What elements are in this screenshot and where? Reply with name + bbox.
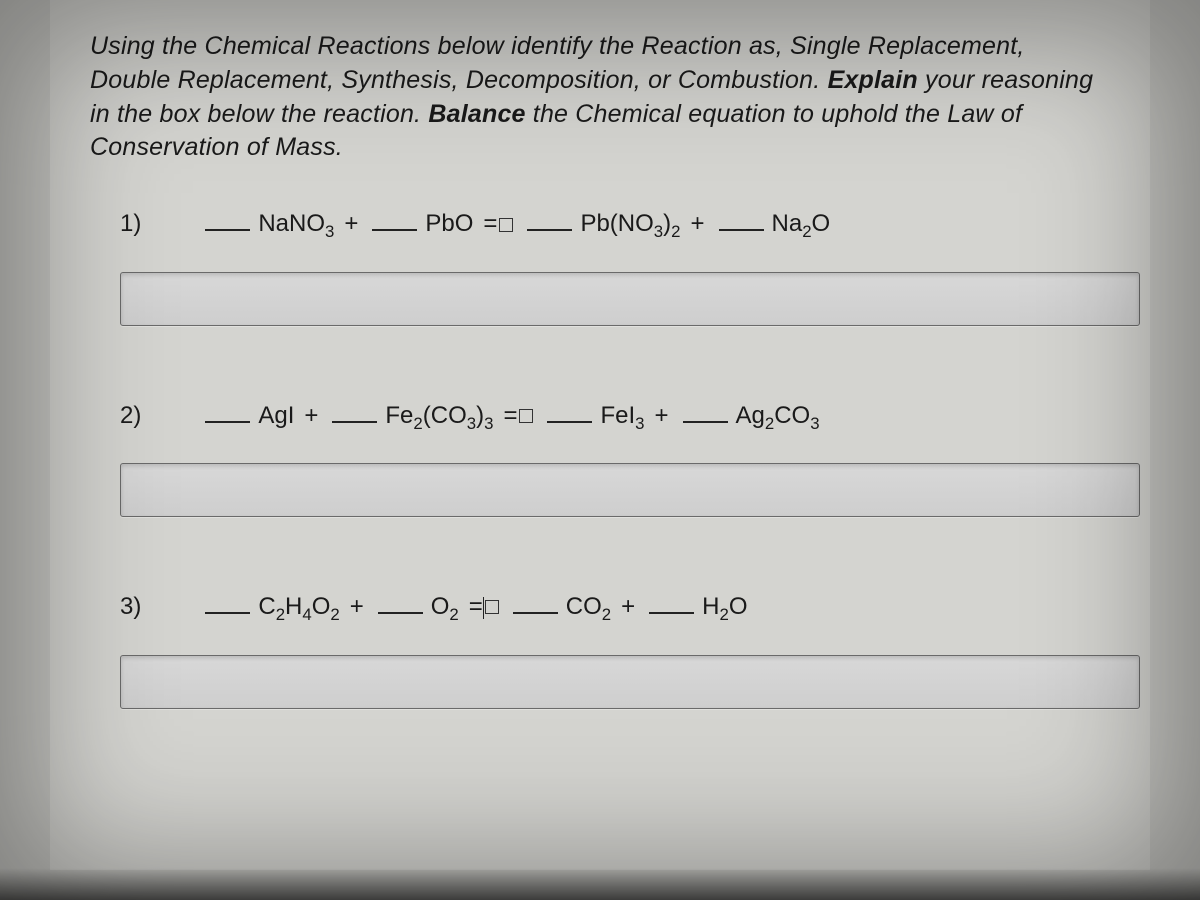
reactant-fe2co33: Fe2(CO3)3 [385, 402, 493, 434]
coefficient-blank[interactable] [547, 396, 592, 422]
instructions-bold-balance: Balance [428, 100, 525, 128]
equals-sign: = [503, 402, 533, 430]
coefficient-blank[interactable] [205, 205, 250, 231]
cursor-box-icon [485, 600, 499, 614]
plus-sign: + [350, 593, 364, 621]
question-1-row: 1) NaNO3 + PbO = Pb(NO3)2 + Na2O [90, 205, 1110, 242]
reactant-o2: O2 [431, 593, 459, 625]
coefficient-blank[interactable] [513, 587, 558, 613]
product-na2o: Na2O [772, 210, 831, 242]
coefficient-blank[interactable] [205, 396, 250, 422]
product-fei3: FeI3 [600, 402, 644, 434]
question-1-number: 1) [120, 210, 141, 238]
bottom-shadow [0, 868, 1200, 900]
reactant-nano3: NaNO3 [258, 210, 334, 242]
plus-sign: + [304, 402, 318, 430]
box-icon [499, 218, 513, 232]
coefficient-blank[interactable] [719, 205, 764, 231]
worksheet-page: Using the Chemical Reactions below ident… [50, 0, 1150, 870]
coefficient-blank[interactable] [649, 587, 694, 613]
question-2-equation: AgI + Fe2(CO3)3 = FeI3 + Ag2CO3 [201, 396, 819, 433]
instructions-bold-explain: Explain [828, 66, 918, 94]
product-h2o: H2O [702, 593, 747, 625]
answer-box-1[interactable] [120, 272, 1140, 326]
question-3-row: 3) C2H4O2 + O2 = CO2 + H2O [90, 587, 1110, 624]
question-1-equation: NaNO3 + PbO = Pb(NO3)2 + Na2O [201, 205, 830, 242]
reactant-agi: AgI [258, 402, 294, 430]
coefficient-blank[interactable] [527, 205, 572, 231]
question-3: 3) C2H4O2 + O2 = CO2 + H2O [90, 587, 1110, 708]
question-1: 1) NaNO3 + PbO = Pb(NO3)2 + Na2O [90, 205, 1110, 326]
coefficient-blank[interactable] [205, 587, 250, 613]
product-ag2co3: Ag2CO3 [736, 402, 820, 434]
coefficient-blank[interactable] [683, 396, 728, 422]
plus-sign: + [690, 210, 704, 238]
question-3-number: 3) [120, 593, 141, 621]
question-2-row: 2) AgI + Fe2(CO3)3 = FeI3 + Ag2CO3 [90, 396, 1110, 433]
product-co2: CO2 [566, 593, 611, 625]
reactant-c2h4o2: C2H4O2 [258, 593, 339, 625]
equals-sign: = [469, 593, 499, 621]
coefficient-blank[interactable] [372, 205, 417, 231]
answer-box-3[interactable] [120, 655, 1140, 709]
product-pbno32: Pb(NO3)2 [580, 210, 680, 242]
question-3-equation: C2H4O2 + O2 = CO2 + H2O [201, 587, 747, 624]
question-2: 2) AgI + Fe2(CO3)3 = FeI3 + Ag2CO3 [90, 396, 1110, 517]
answer-box-2[interactable] [120, 463, 1140, 517]
box-icon [519, 409, 533, 423]
coefficient-blank[interactable] [378, 587, 423, 613]
plus-sign: + [654, 402, 668, 430]
question-2-number: 2) [120, 402, 141, 430]
coefficient-blank[interactable] [332, 396, 377, 422]
reactant-pbo: PbO [425, 210, 473, 238]
instructions-text: Using the Chemical Reactions below ident… [90, 30, 1110, 165]
plus-sign: + [344, 210, 358, 238]
equals-sign: = [483, 210, 513, 238]
plus-sign: + [621, 593, 635, 621]
